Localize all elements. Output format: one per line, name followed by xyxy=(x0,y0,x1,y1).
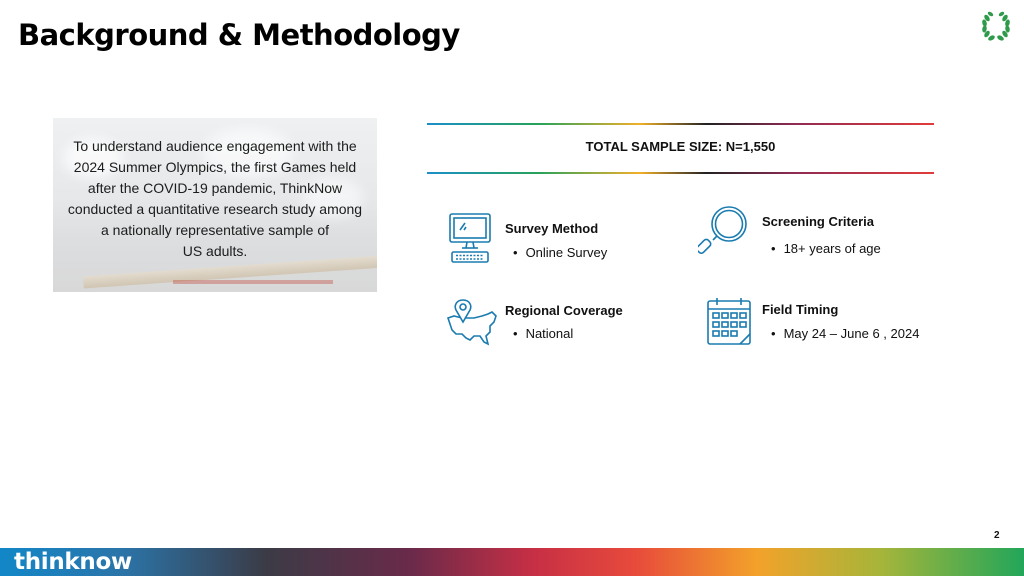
bullet-dot: • xyxy=(513,245,518,260)
magnifier-icon xyxy=(698,206,747,255)
field-timing-title: Field Timing xyxy=(762,302,839,317)
intro-text: To understand audience engagement with t… xyxy=(67,138,363,259)
top-divider xyxy=(427,123,934,125)
regional-coverage-bullet: • National xyxy=(513,326,573,341)
screening-criteria-bullet: • 18+ years of age xyxy=(771,241,881,256)
field-timing-value: May 24 – June 6 , 2024 xyxy=(783,326,920,341)
thinknow-logo: thinknow xyxy=(14,549,132,575)
survey-method-value: Online Survey xyxy=(525,245,608,260)
screening-criteria-title: Screening Criteria xyxy=(762,214,874,229)
survey-method-bullet: • Online Survey xyxy=(513,245,607,260)
page-number: 2 xyxy=(994,530,1000,541)
sample-size: TOTAL SAMPLE SIZE: N=1,550 xyxy=(585,139,776,154)
regional-coverage-title: Regional Coverage xyxy=(505,303,623,318)
survey-method-title: Survey Method xyxy=(505,221,599,236)
us-map-pin-icon xyxy=(446,299,497,346)
bullet-dot: • xyxy=(771,326,776,341)
screening-criteria-value: 18+ years of age xyxy=(783,241,881,256)
calendar-icon xyxy=(707,298,751,345)
regional-coverage-value: National xyxy=(525,326,574,341)
bottom-divider xyxy=(427,172,934,174)
computer-icon xyxy=(449,213,491,263)
footer-bar: thinknow xyxy=(0,548,1024,576)
bullet-dot: • xyxy=(513,326,518,341)
page-title: Background & Methodology xyxy=(18,18,460,52)
intro-box: To understand audience engagement with t… xyxy=(53,118,377,292)
laurel-wreath-icon xyxy=(982,11,1010,41)
bullet-dot: • xyxy=(771,241,776,256)
field-timing-bullet: • May 24 – June 6 , 2024 xyxy=(771,326,919,341)
